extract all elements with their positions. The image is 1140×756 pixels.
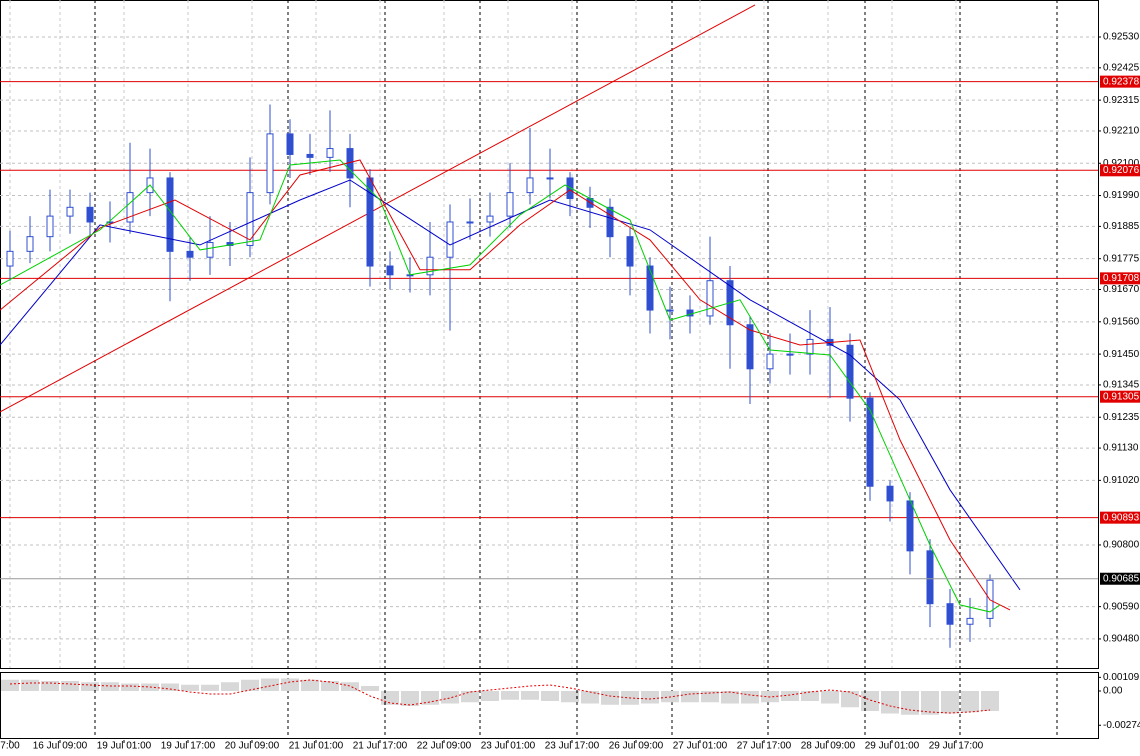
moving-average (0, 159, 1001, 613)
y-tick-label: 0.90590 (1103, 601, 1140, 612)
trendline (0, 4, 756, 413)
candle-body (186, 250, 194, 258)
x-tick-label: 22 Jul 09:00 (417, 741, 472, 752)
indicator-tick-label: -0.00274 (1103, 720, 1140, 731)
candle-body (626, 236, 634, 267)
y-tick-label: 0.92530 (1103, 32, 1140, 43)
x-tick-label: 29 Jul 17:00 (929, 741, 984, 752)
y-tick-label: 0.91235 (1103, 412, 1140, 423)
candle-body (946, 603, 954, 625)
candle-body (706, 280, 714, 317)
x-tick-label: 27 Jul 01:00 (673, 741, 728, 752)
current-price-label: 0.90685 (1103, 573, 1140, 584)
candle-body (846, 344, 854, 399)
y-tick-label: 0.92100 (1103, 158, 1140, 169)
candle-body (746, 324, 754, 370)
indicator-tick-label: 0.001091 (1103, 672, 1140, 683)
x-tick-label: 16 Jul 09:00 (33, 741, 88, 752)
candle-body (906, 500, 914, 552)
y-tick-label: 0.90800 (1103, 540, 1140, 551)
candle-body (26, 236, 34, 252)
candle-body (806, 338, 814, 355)
candle-body (526, 177, 534, 194)
x-tick-label: 21 Jul 17:00 (353, 741, 408, 752)
level-label-box (1100, 390, 1140, 403)
x-tick-label: 29 Jul 01:00 (865, 741, 920, 752)
candle-body (306, 153, 314, 158)
x-tick-label: 19 Jul 17:00 (161, 741, 216, 752)
candle-body (766, 353, 774, 370)
y-tick-label: 0.91020 (1103, 475, 1140, 486)
indicator-tick-label: 0.00 (1103, 686, 1123, 697)
candle-body (486, 215, 494, 223)
main-frame (0, 0, 1099, 669)
x-tick-label: 26 Jul 09:00 (609, 741, 664, 752)
candle-body (126, 192, 134, 223)
x-tick-label: 23 Jul 01:00 (481, 741, 536, 752)
candle-body (786, 353, 794, 356)
level-label: 0.91708 (1103, 273, 1140, 284)
level-label: 0.91305 (1103, 391, 1140, 402)
candle-body (286, 133, 294, 155)
day-separators (94, 0, 1058, 739)
candle-body (6, 250, 14, 267)
candle-body (106, 221, 114, 224)
candle-body (646, 265, 654, 311)
level-label: 0.92378 (1103, 76, 1140, 87)
candle-body (606, 206, 614, 238)
candle-body (246, 192, 254, 246)
y-tick-label: 0.92210 (1103, 126, 1140, 137)
y-tick-label: 0.90480 (1103, 634, 1140, 645)
candle-body (426, 256, 434, 276)
y-tick-label: 0.91560 (1103, 316, 1140, 327)
level-label-box (1100, 511, 1140, 524)
candle-body (886, 485, 894, 502)
candle-body (206, 242, 214, 258)
level-label-box (1100, 164, 1140, 177)
x-tick-label: 20 Jul 09:00 (225, 741, 280, 752)
y-tick-label: 0.92315 (1103, 95, 1140, 106)
candle-body (966, 617, 974, 625)
y-tick-label: 0.91670 (1103, 284, 1140, 295)
level-label: 0.92076 (1103, 165, 1140, 176)
x-tick-label: 7:00 (0, 741, 20, 752)
level-label-box (1100, 272, 1140, 285)
candle-body (386, 265, 394, 276)
candle-body (866, 397, 874, 487)
candle-body (466, 221, 474, 224)
y-tick-label: 0.91775 (1103, 253, 1140, 264)
x-tick-label: 23 Jul 17:00 (545, 741, 600, 752)
y-tick-label: 0.91130 (1103, 443, 1139, 454)
candle-body (166, 177, 174, 252)
candle-body (66, 206, 74, 217)
candle-body (666, 309, 674, 312)
candle-body (926, 550, 934, 605)
x-tick-label: 19 Jul 01:00 (97, 741, 152, 752)
y-tick-label: 0.91885 (1103, 221, 1140, 232)
x-tick-label: 27 Jul 17:00 (737, 741, 792, 752)
y-tick-label: 0.92425 (1103, 62, 1140, 73)
x-tick-label: 28 Jul 09:00 (801, 741, 856, 752)
candle-body (326, 148, 334, 158)
level-label-box (1100, 75, 1140, 88)
x-tick-label: 21 Jul 01:00 (289, 741, 344, 752)
candle-body (446, 221, 454, 258)
y-tick-label: 0.91345 (1103, 380, 1140, 391)
signal-line (9, 679, 991, 714)
indicator-frame (0, 672, 1099, 739)
y-tick-label: 0.91450 (1103, 349, 1140, 360)
candle-body (266, 133, 274, 194)
candle-body (86, 206, 94, 223)
y-tick-label: 0.91990 (1103, 190, 1140, 201)
moving-average (0, 159, 1011, 611)
current-price-box (1100, 572, 1140, 585)
candle-body (546, 177, 554, 180)
candle-body (46, 215, 54, 238)
level-label: 0.90893 (1103, 512, 1140, 523)
moving-average (0, 179, 1021, 591)
candle-body (506, 192, 514, 217)
